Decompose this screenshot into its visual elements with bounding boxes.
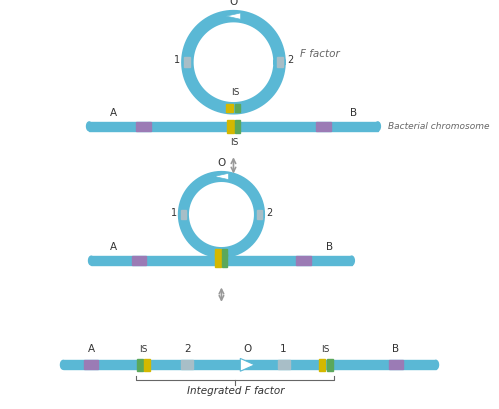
Text: 2: 2 <box>184 344 191 354</box>
Bar <box>389 360 403 369</box>
Ellipse shape <box>60 360 66 369</box>
Text: O: O <box>218 158 226 169</box>
Bar <box>222 254 227 267</box>
Polygon shape <box>214 173 229 180</box>
Text: IS: IS <box>321 345 330 354</box>
Text: B: B <box>326 242 333 252</box>
Polygon shape <box>241 358 254 371</box>
Bar <box>137 359 143 371</box>
Text: A: A <box>110 108 117 117</box>
Text: IS: IS <box>230 137 239 146</box>
Bar <box>63 360 436 369</box>
Text: B: B <box>392 344 399 354</box>
Ellipse shape <box>349 256 354 265</box>
Text: F factor: F factor <box>299 49 339 59</box>
Bar <box>215 254 222 267</box>
Bar <box>296 256 311 265</box>
Bar <box>181 210 186 219</box>
Bar <box>84 360 98 369</box>
Bar <box>235 104 241 112</box>
Bar <box>277 360 289 369</box>
Text: O: O <box>230 0 238 7</box>
Polygon shape <box>226 13 241 19</box>
Ellipse shape <box>375 122 380 131</box>
Text: 1: 1 <box>174 55 180 65</box>
Text: 1: 1 <box>171 208 177 218</box>
Bar <box>319 359 325 371</box>
Bar <box>316 122 331 131</box>
Ellipse shape <box>88 256 94 265</box>
Text: A: A <box>88 344 95 354</box>
Text: B: B <box>350 108 357 117</box>
Bar <box>181 360 194 369</box>
Text: 2: 2 <box>287 55 293 65</box>
Text: A: A <box>110 242 117 252</box>
Bar <box>184 57 191 67</box>
Bar <box>235 120 241 133</box>
Bar <box>91 256 352 265</box>
Text: Integrated F factor: Integrated F factor <box>187 386 284 396</box>
Bar <box>215 249 222 256</box>
Bar <box>222 249 227 256</box>
Text: IS: IS <box>139 345 148 354</box>
Text: IS: IS <box>231 88 240 97</box>
Text: 1: 1 <box>280 344 287 354</box>
Bar <box>276 57 282 67</box>
Ellipse shape <box>86 122 92 131</box>
Bar <box>227 120 234 133</box>
Text: O: O <box>244 344 251 354</box>
Bar <box>144 359 150 371</box>
Bar <box>132 256 147 265</box>
Text: Bacterial chromosome: Bacterial chromosome <box>388 122 490 131</box>
Bar <box>89 122 378 131</box>
Bar <box>327 359 333 371</box>
Ellipse shape <box>433 360 439 369</box>
Bar <box>226 104 233 112</box>
Bar <box>136 122 151 131</box>
Text: 2: 2 <box>266 208 272 218</box>
Bar <box>256 210 262 219</box>
